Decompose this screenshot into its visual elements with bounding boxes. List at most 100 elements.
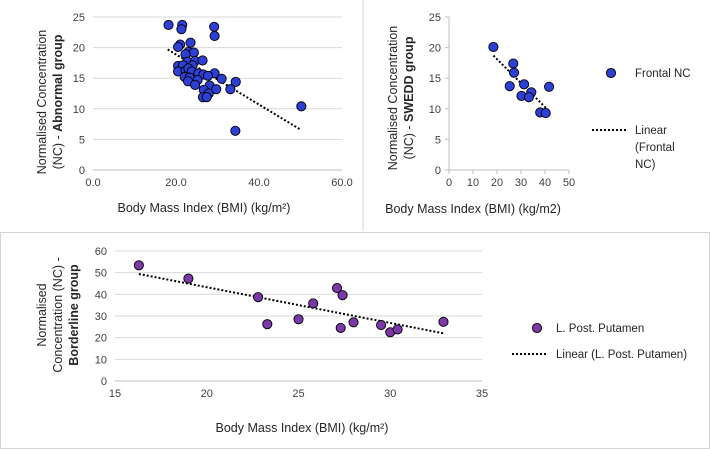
chart-abnormal-y-tick-label-1: 5 (79, 134, 85, 146)
chart-borderline-y-tick-label-4: 40 (95, 289, 107, 301)
chart-borderline-x-tick-label-1: 20 (201, 388, 213, 400)
legend-label-l-post-putamen: L. Post. Putamen (556, 323, 644, 335)
chart-abnormal-y-tick-label-3: 15 (73, 73, 85, 85)
chart-abnormal-x-axis-label: Body Mass Index (BMI) (kg/m²) (118, 201, 291, 215)
chart-abnormal-point-26 (202, 70, 214, 81)
chart-abnormal-point-6 (173, 41, 184, 53)
chart-swedd-point-5 (504, 81, 515, 92)
chart-abnormal-point-7 (185, 37, 196, 48)
chart-borderline-point-5 (308, 298, 319, 309)
chart-borderline-y-tick-label-5: 50 (95, 268, 107, 280)
chart-borderline-point-2 (253, 292, 264, 303)
legend-label-linear-frontal-nc-line2: (Frontal (635, 142, 675, 154)
legend-label-linear-frontal-nc-line3: NC) (635, 159, 656, 171)
chart-borderline-point-12 (392, 324, 403, 335)
chart-abnormal-point-13 (197, 55, 208, 66)
chart-abnormal-x-tick-label-2: 40.0 (248, 177, 269, 189)
chart-borderline-y-tick-label-6: 60 (95, 246, 107, 258)
chart-borderline-point-7 (337, 290, 348, 301)
chart-abnormal-points (163, 19, 307, 136)
chart-swedd-x-axis-label: Body Mass Index (BMI) (kg/m2) (385, 202, 561, 216)
chart-abnormal-point-35 (225, 84, 236, 95)
chart-swedd-y-axis-label-line1: Normalised Concentration (386, 26, 400, 171)
chart-borderline-point-9 (348, 317, 359, 328)
chart-swedd-x-tick-label-1: 10 (467, 177, 479, 189)
chart-swedd-point-10 (540, 108, 551, 119)
chart-abnormal-point-4 (209, 30, 220, 42)
chart-borderline-point-13 (438, 316, 449, 327)
chart-swedd-x-tick-label-2: 20 (491, 177, 503, 189)
chart-swedd-x-tick-label-4: 40 (539, 177, 551, 189)
legend-marker-l-post-putamen (531, 322, 543, 334)
chart-abnormal-y-tick-label-4: 20 (73, 43, 85, 55)
chart-swedd-axes (445, 16, 570, 174)
chart-borderline-x-tick-label-4: 35 (476, 388, 488, 400)
chart-borderline-y-axis-label-line1: Normalised (35, 283, 49, 346)
chart-abnormal: 0.0 20.0 40.0 60.0 0 5 10 15 20 25 Body Mass Inde… (35, 12, 353, 215)
chart-borderline-point-3 (262, 319, 273, 330)
chart-swedd-y-tick-label-5: 25 (429, 12, 441, 24)
chart-abnormal-point-0 (163, 19, 174, 31)
chart-abnormal-point-36 (211, 84, 222, 95)
chart-borderline-points (133, 260, 449, 338)
chart-swedd-y-tick-label-0: 0 (435, 165, 441, 177)
chart-swedd-y-axis-label-line2: (NC) - SWEDD group (402, 36, 416, 159)
chart-swedd-ticks: 0 10 20 30 40 50 0 5 10 15 20 25 (429, 12, 575, 189)
chart-abnormal-y-tick-label-0: 0 (79, 165, 85, 177)
chart-abnormal-y-axis-label-line2: (NC) - Abnormal group (51, 34, 65, 169)
chart-swedd-y-tick-label-3: 15 (429, 73, 441, 85)
chart-borderline-point-8 (335, 322, 346, 333)
chart-swedd-legend: Frontal NC Linear (Frontal NC) (592, 67, 691, 171)
chart-abnormal-point-2 (176, 24, 187, 35)
chart-borderline-x-tick-label-2: 25 (292, 388, 304, 400)
chart-borderline-y-tick-label-2: 20 (95, 333, 107, 345)
chart-borderline-y-axis-label-line3: Borderline group (67, 264, 81, 366)
chart-borderline-x-axis-label: Body Mass Index (BMI) (kg/m²) (216, 421, 389, 435)
chart-abnormal-y-tick-label-2: 10 (73, 104, 85, 116)
chart-abnormal-point-3 (209, 21, 220, 32)
chart-swedd-point-0 (488, 41, 499, 53)
chart-borderline-x-tick-label-3: 30 (384, 388, 396, 400)
chart-swedd-y-tick-label-4: 20 (429, 43, 441, 55)
chart-borderline-point-0 (133, 260, 144, 271)
chart-swedd: 0 10 20 30 40 50 0 5 10 15 20 25 Body Mass Index (B… (385, 12, 690, 216)
chart-borderline-gridlines (115, 250, 482, 360)
chart-borderline-point-4 (293, 314, 304, 325)
chart-swedd-y-tick-label-1: 5 (435, 134, 441, 146)
legend-label-linear-frontal-nc-line1: Linear (635, 125, 667, 137)
chart-abnormal-point-30 (190, 79, 201, 90)
chart-abnormal-point-39 (296, 101, 307, 112)
legend-label-frontal-nc: Frontal NC (635, 68, 691, 80)
chart-borderline-y-tick-label-1: 10 (95, 354, 107, 366)
chart-abnormal-point-38 (201, 92, 212, 103)
chart-borderline-y-tick-label-0: 0 (101, 376, 107, 388)
legend-label-linear-l-post-putamen: Linear (L. Post. Putamen) (556, 349, 687, 361)
chart-abnormal-x-tick-label-0: 0.0 (85, 177, 100, 189)
chart-swedd-point-2 (508, 67, 520, 78)
chart-borderline-point-6 (331, 282, 343, 294)
chart-swedd-point-8 (523, 92, 534, 103)
chart-borderline-point-1 (183, 273, 194, 284)
chart-abnormal-y-axis-label-line1: Normalised Concentration (35, 30, 49, 175)
chart-borderline-ticks: 15 20 25 30 35 0 10 20 30 40 50 60 (95, 246, 488, 400)
chart-borderline-x-tick-label-0: 15 (109, 388, 121, 400)
chart-swedd-point-3 (519, 79, 530, 90)
chart-abnormal-ticks: 0.0 20.0 40.0 60.0 0 5 10 15 20 25 (73, 12, 353, 189)
chart-borderline-point-10 (376, 320, 387, 331)
chart-abnormal-y-tick-label-5: 25 (73, 12, 85, 24)
chart-swedd-points (488, 41, 555, 119)
chart-swedd-trendline-group (492, 54, 550, 112)
chart-swedd-point-4 (544, 81, 555, 92)
chart-swedd-point-1 (508, 58, 519, 69)
chart-abnormal-point-32 (230, 76, 241, 87)
chart-swedd-trendline (492, 54, 550, 112)
chart-abnormal-x-tick-label-3: 60.0 (331, 177, 352, 189)
chart-swedd-x-tick-label-5: 50 (563, 177, 575, 189)
chart-borderline-y-tick-label-3: 30 (95, 311, 107, 323)
chart-abnormal-point-9 (188, 47, 199, 58)
chart-abnormal-point-40 (230, 125, 241, 136)
chart-borderline: 15 20 25 30 35 0 10 20 30 40 50 60 Body Mass Index … (35, 246, 687, 435)
chart-swedd-x-tick-label-3: 30 (515, 177, 527, 189)
chart-borderline-y-axis-label-line2: Concentration (NC) - (51, 257, 65, 372)
